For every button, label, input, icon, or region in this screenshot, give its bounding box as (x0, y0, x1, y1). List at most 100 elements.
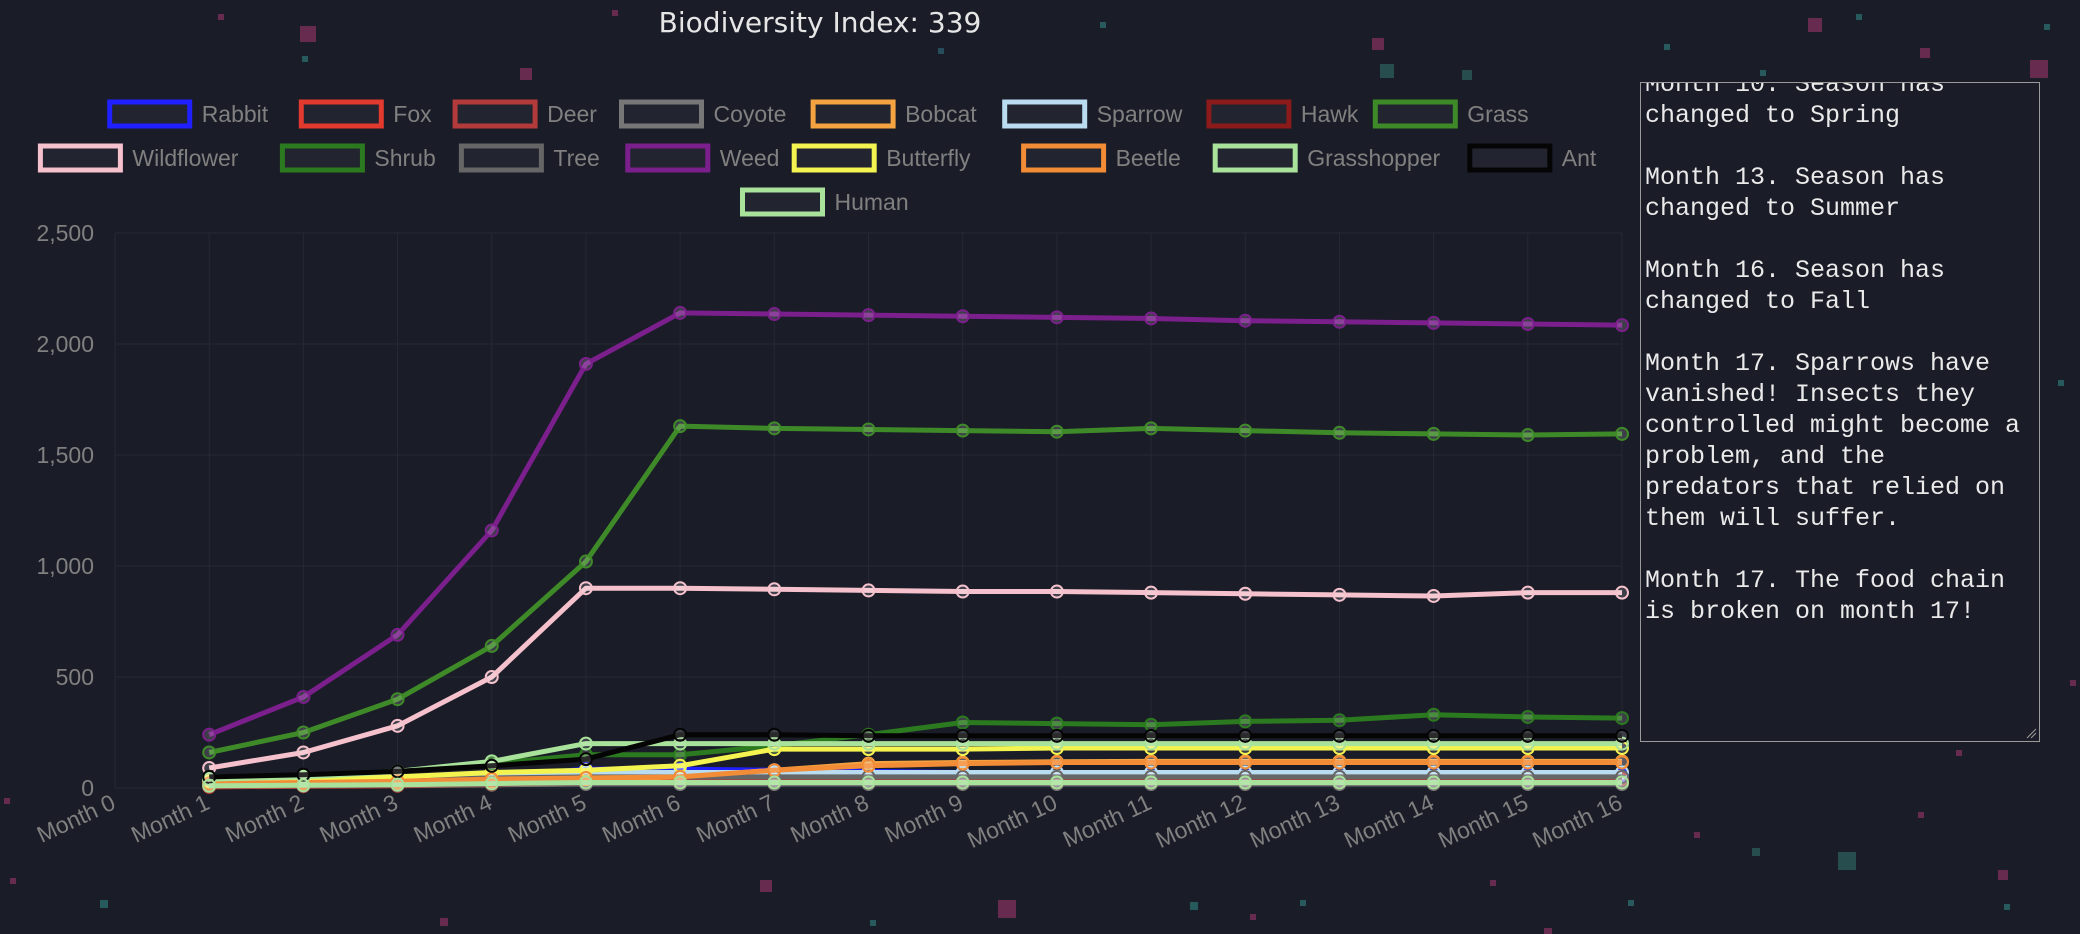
data-point[interactable] (955, 756, 970, 771)
data-point[interactable] (390, 692, 405, 707)
data-point[interactable] (1426, 775, 1441, 790)
data-point[interactable] (202, 778, 217, 793)
data-point[interactable] (1426, 588, 1441, 603)
data-point[interactable] (578, 736, 593, 751)
data-point[interactable] (1332, 425, 1347, 440)
legend-item-grasshopper[interactable]: Grasshopper (1212, 143, 1440, 173)
data-point[interactable] (1049, 775, 1064, 790)
data-point[interactable] (578, 752, 593, 767)
legend-item-hawk[interactable]: Hawk (1206, 99, 1359, 129)
data-point[interactable] (1615, 426, 1629, 441)
data-point[interactable] (1238, 313, 1253, 328)
legend-item-butterfly[interactable]: Butterfly (791, 143, 971, 173)
data-point[interactable] (955, 728, 970, 743)
data-point[interactable] (1520, 755, 1535, 770)
data-point[interactable] (202, 745, 217, 760)
data-point[interactable] (1144, 755, 1159, 770)
legend-item-shrub[interactable]: Shrub (279, 143, 436, 173)
data-point[interactable] (578, 356, 593, 371)
legend-item-grass[interactable]: Grass (1372, 99, 1529, 129)
data-point[interactable] (1615, 585, 1629, 600)
legend-item-bobcat[interactable]: Bobcat (810, 99, 977, 129)
data-point[interactable] (673, 581, 688, 596)
data-point[interactable] (1238, 714, 1253, 729)
data-point[interactable] (767, 763, 782, 778)
data-point[interactable] (1615, 775, 1629, 790)
data-point[interactable] (861, 583, 876, 598)
legend-item-weed[interactable]: Weed (625, 143, 780, 173)
data-point[interactable] (1332, 314, 1347, 329)
data-point[interactable] (296, 778, 311, 793)
data-point[interactable] (673, 727, 688, 742)
data-point[interactable] (484, 670, 499, 684)
data-point[interactable] (1049, 424, 1064, 439)
data-point[interactable] (1238, 423, 1253, 438)
legend-item-rabbit[interactable]: Rabbit (107, 99, 269, 129)
data-point[interactable] (767, 775, 782, 790)
data-point[interactable] (1238, 586, 1253, 601)
data-point[interactable] (955, 423, 970, 438)
data-point[interactable] (1615, 755, 1629, 770)
data-point[interactable] (390, 718, 405, 733)
legend-item-beetle[interactable]: Beetle (1021, 143, 1181, 173)
data-point[interactable] (1615, 728, 1629, 743)
legend-item-wildflower[interactable]: Wildflower (37, 143, 239, 173)
event-log-textarea[interactable]: Month 10. Season has changed to Spring M… (1640, 82, 2040, 742)
data-point[interactable] (767, 307, 782, 322)
data-point[interactable] (767, 727, 782, 742)
data-point[interactable] (1332, 587, 1347, 602)
data-point[interactable] (861, 775, 876, 790)
data-point[interactable] (673, 305, 688, 320)
data-point[interactable] (955, 715, 970, 730)
data-point[interactable] (1426, 426, 1441, 441)
data-point[interactable] (202, 727, 217, 742)
data-point[interactable] (1238, 775, 1253, 790)
data-point[interactable] (767, 421, 782, 436)
legend-item-sparrow[interactable]: Sparrow (1002, 99, 1183, 129)
data-point[interactable] (1238, 755, 1253, 770)
data-point[interactable] (390, 777, 405, 792)
data-point[interactable] (484, 776, 499, 791)
legend-item-human[interactable]: Human (740, 187, 909, 217)
data-point[interactable] (1520, 428, 1535, 443)
data-point[interactable] (1426, 755, 1441, 770)
data-point[interactable] (484, 638, 499, 653)
data-point[interactable] (1144, 585, 1159, 600)
data-point[interactable] (1520, 585, 1535, 600)
data-point[interactable] (1520, 709, 1535, 724)
data-point[interactable] (390, 764, 405, 779)
data-point[interactable] (578, 581, 593, 596)
data-point[interactable] (1144, 728, 1159, 743)
data-point[interactable] (296, 725, 311, 740)
data-point[interactable] (1615, 318, 1629, 333)
resize-grip-icon[interactable] (2025, 727, 2037, 739)
data-point[interactable] (296, 689, 311, 704)
data-point[interactable] (1332, 775, 1347, 790)
data-point[interactable] (861, 758, 876, 773)
data-point[interactable] (1520, 317, 1535, 332)
legend-item-ant[interactable]: Ant (1467, 143, 1597, 173)
data-point[interactable] (1426, 728, 1441, 743)
data-point[interactable] (955, 309, 970, 324)
data-point[interactable] (484, 523, 499, 538)
data-point[interactable] (861, 728, 876, 743)
data-point[interactable] (861, 308, 876, 323)
data-point[interactable] (1615, 711, 1629, 726)
legend-item-tree[interactable]: Tree (458, 143, 600, 173)
data-point[interactable] (767, 582, 782, 597)
data-point[interactable] (861, 422, 876, 437)
legend-item-coyote[interactable]: Coyote (619, 99, 787, 129)
data-point[interactable] (296, 745, 311, 760)
legend-item-deer[interactable]: Deer (452, 99, 597, 129)
data-point[interactable] (578, 554, 593, 569)
data-point[interactable] (390, 627, 405, 642)
data-point[interactable] (578, 775, 593, 790)
data-point[interactable] (1144, 311, 1159, 326)
data-point[interactable] (1426, 707, 1441, 722)
data-point[interactable] (484, 758, 499, 773)
data-point[interactable] (296, 767, 311, 782)
data-point[interactable] (1144, 421, 1159, 436)
data-point[interactable] (1049, 584, 1064, 599)
data-point[interactable] (1426, 315, 1441, 330)
data-point[interactable] (955, 775, 970, 790)
